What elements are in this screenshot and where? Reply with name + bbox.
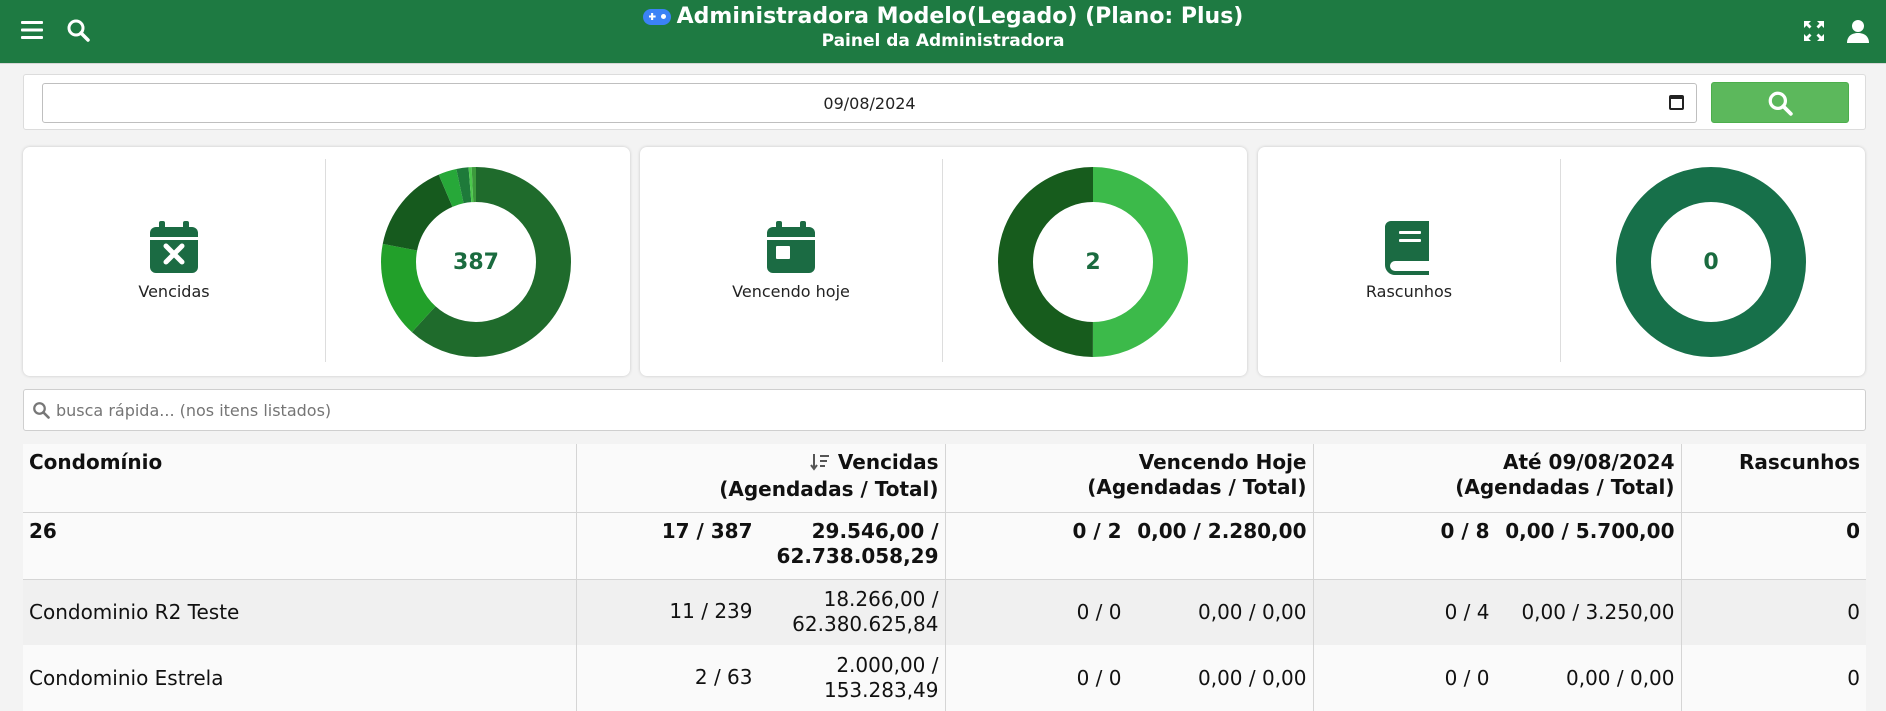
calendar-day-icon — [765, 219, 817, 275]
rascunhos-count: 0 — [1681, 579, 1866, 645]
ate-value: 0,00 / 3.250,00 — [1521, 599, 1675, 624]
col-vencendo-hoje[interactable]: Vencendo Hoje (Agendadas / Total) — [945, 444, 1314, 513]
calendar-picker-icon[interactable] — [1669, 95, 1684, 110]
card-vencendo-hoje[interactable]: Vencendo hoje 2 — [640, 147, 1247, 376]
donut-total: 387 — [453, 249, 499, 275]
divider — [942, 159, 943, 362]
hoje-value: 0,00 / 0,00 — [1197, 599, 1307, 624]
table-row[interactable]: Condominio Estrela 2 / 63 2.000,00 /153.2… — [23, 645, 1866, 711]
card-label: Vencendo hoje — [732, 282, 850, 301]
rascunhos-count: 0 — [1681, 512, 1866, 580]
ate-count: 0 / 0 — [1444, 665, 1490, 690]
donut-total: 2 — [1085, 249, 1101, 275]
card-label: Vencidas — [138, 282, 210, 301]
table-row[interactable]: Condominio R2 Teste 11 / 239 18.266,00 /6… — [23, 579, 1866, 645]
donut-chart — [998, 167, 1188, 357]
hoje-value: 0,00 / 0,00 — [1197, 665, 1307, 690]
donut-segment-6[interactable] — [381, 167, 571, 357]
condominio-table: Condomínio Vencidas (Agendadas / Total) V… — [23, 444, 1866, 711]
search-icon — [1768, 91, 1793, 116]
top-header: Administradora Modelo(Legado) (Plano: Pl… — [0, 0, 1886, 64]
book-icon — [1383, 219, 1435, 275]
page-title: Administradora Modelo(Legado) (Plano: Pl… — [676, 4, 1244, 29]
col-ate-data[interactable]: Até 09/08/2024 (Agendadas / Total) — [1313, 444, 1682, 513]
hoje-count: 0 / 2 — [1072, 518, 1122, 543]
card-vencidas[interactable]: Vencidas 387 — [23, 147, 630, 376]
ate-count: 0 / 8 — [1440, 518, 1490, 543]
col-vencidas[interactable]: Vencidas (Agendadas / Total) — [576, 444, 946, 513]
col-condominio[interactable]: Condomínio — [23, 444, 577, 513]
donut-chart — [381, 167, 571, 357]
card-label: Rascunhos — [1365, 282, 1453, 301]
quick-search-input[interactable] — [56, 400, 1756, 420]
donut-total: 0 — [1703, 249, 1719, 275]
donut-segment-1[interactable] — [381, 167, 571, 357]
vencidas-value: 18.266,00 /62.380.625,84 — [792, 587, 939, 637]
vencidas-value: 2.000,00 /153.283,49 — [823, 653, 939, 702]
donut-segment-1[interactable] — [998, 167, 1188, 357]
date-input[interactable]: 09/08/2024 — [42, 83, 1697, 123]
date-search-button[interactable] — [1711, 82, 1849, 123]
ate-value: 0,00 / 0,00 — [1565, 665, 1675, 690]
rascunhos-count: 0 — [1681, 645, 1866, 711]
condominio-name[interactable]: Condominio R2 Teste — [23, 579, 577, 645]
condominio-name[interactable]: Condominio Estrela — [23, 645, 577, 711]
hoje-count: 0 / 0 — [1076, 665, 1122, 690]
hoje-count: 0 / 0 — [1076, 599, 1122, 624]
hoje-value: 0,00 / 2.280,00 — [1137, 518, 1307, 543]
donut-chart — [1616, 167, 1806, 357]
date-value: 09/08/2024 — [823, 93, 916, 113]
donut-segment-0[interactable] — [1616, 167, 1806, 357]
table-total-row: 26 17 / 387 29.546,00 /62.738.058,29 0 / … — [23, 512, 1866, 580]
total-count: 26 — [23, 512, 577, 580]
user-icon[interactable] — [1844, 17, 1872, 45]
ate-value: 0,00 / 5.700,00 — [1505, 518, 1675, 543]
search-icon[interactable] — [64, 16, 92, 44]
fullscreen-icon[interactable] — [1800, 17, 1828, 45]
gamepad-icon — [642, 9, 671, 25]
sort-desc-icon[interactable] — [810, 452, 830, 477]
search-icon — [33, 402, 50, 419]
ate-count: 0 / 4 — [1444, 599, 1490, 624]
page-subtitle: Painel da Administradora — [821, 31, 1065, 51]
divider — [1560, 159, 1561, 362]
calendar-x-icon — [148, 219, 200, 275]
divider — [325, 159, 326, 362]
vencidas-count: 11 / 239 — [669, 599, 753, 624]
vencidas-count: 2 / 63 — [694, 665, 753, 689]
col-rascunhos[interactable]: Rascunhos — [1681, 444, 1866, 513]
vencidas-value: 29.546,00 /62.738.058,29 — [776, 518, 939, 568]
vencidas-count: 17 / 387 — [661, 518, 753, 543]
date-filter-bar: 09/08/2024 — [23, 74, 1866, 130]
quick-search-bar — [23, 389, 1866, 431]
menu-icon[interactable] — [18, 16, 46, 44]
card-rascunhos[interactable]: Rascunhos 0 — [1258, 147, 1865, 376]
